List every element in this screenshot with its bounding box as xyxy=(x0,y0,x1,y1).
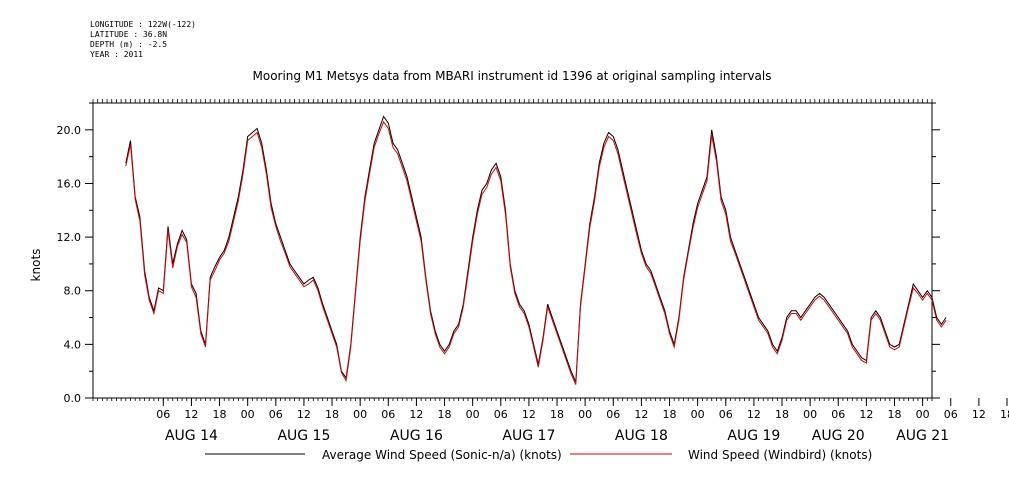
x-day-label: AUG 20 xyxy=(812,428,865,444)
series-line-windbird xyxy=(125,120,947,385)
x-hour-tick-label: 18 xyxy=(1000,408,1009,421)
series-line-sonic xyxy=(125,115,947,383)
y-tick-label: 4.0 xyxy=(64,338,82,351)
x-hour-tick-label: 18 xyxy=(888,408,902,421)
legend-label-sonic: Average Wind Speed (Sonic-n/a) (knots) xyxy=(322,448,562,462)
x-hour-tick-label: 06 xyxy=(719,408,733,421)
x-hour-tick-label: 00 xyxy=(241,408,255,421)
x-hour-tick-label: 18 xyxy=(663,408,677,421)
x-hour-tick-label: 00 xyxy=(466,408,480,421)
x-hour-tick-label: 18 xyxy=(213,408,227,421)
x-hour-tick-label: 00 xyxy=(691,408,705,421)
x-hour-tick-label: 18 xyxy=(438,408,452,421)
x-hour-tick-label: 12 xyxy=(297,408,311,421)
x-hour-tick-label: 12 xyxy=(409,408,423,421)
y-tick-label: 12.0 xyxy=(57,231,82,244)
x-hour-tick-label: 12 xyxy=(747,408,761,421)
metadata-block: LONGITUDE : 122W(-122) LATITUDE : 36.8N … xyxy=(90,20,196,60)
x-day-label: AUG 14 xyxy=(165,428,218,444)
y-tick-label: 16.0 xyxy=(57,177,82,190)
depth-label: DEPTH (m) : -2.5 xyxy=(90,40,168,49)
x-hour-tick-label: 00 xyxy=(578,408,592,421)
x-hour-tick-label: 18 xyxy=(775,408,789,421)
y-tick-label: 0.0 xyxy=(64,392,82,405)
x-hour-tick-label: 00 xyxy=(353,408,367,421)
x-hour-tick-label: 12 xyxy=(184,408,198,421)
legend: Average Wind Speed (Sonic-n/a) (knots) Wi… xyxy=(205,448,872,462)
x-hour-tick-label: 12 xyxy=(972,408,986,421)
x-hour-tick-label: 00 xyxy=(803,408,817,421)
year-label: YEAR : 2011 xyxy=(90,50,143,59)
x-day-label: AUG 17 xyxy=(502,428,555,444)
legend-label-windbird: Wind Speed (Windbird) (knots) xyxy=(688,448,872,462)
x-hour-tick-label: 12 xyxy=(634,408,648,421)
x-day-label: AUG 18 xyxy=(615,428,668,444)
x-hour-tick-label: 06 xyxy=(156,408,170,421)
x-hour-tick-label: 06 xyxy=(269,408,283,421)
x-hour-tick-label: 00 xyxy=(916,408,930,421)
x-day-label: AUG 21 xyxy=(896,428,949,444)
chart-title: Mooring M1 Metsys data from MBARI instru… xyxy=(253,69,772,83)
x-day-label: AUG 15 xyxy=(277,428,330,444)
x-hour-tick-label: 06 xyxy=(944,408,958,421)
x-hour-tick-label: 06 xyxy=(494,408,508,421)
x-hour-tick-label: 12 xyxy=(522,408,536,421)
x-hour-tick-label: 06 xyxy=(831,408,845,421)
x-hour-tick-label: 18 xyxy=(550,408,564,421)
x-hour-tick-label: 06 xyxy=(606,408,620,421)
x-day-label: AUG 16 xyxy=(390,428,443,444)
latitude-label: LATITUDE : 36.8N xyxy=(90,30,168,39)
x-hour-tick-label: 12 xyxy=(859,408,873,421)
x-day-label: AUG 19 xyxy=(727,428,780,444)
x-hour-tick-label: 06 xyxy=(381,408,395,421)
plot-frame xyxy=(92,102,933,399)
y-tick-label: 20.0 xyxy=(57,124,82,137)
longitude-label: LONGITUDE : 122W(-122) xyxy=(90,20,196,29)
y-axis-label: knots xyxy=(29,249,43,282)
x-hour-tick-label: 18 xyxy=(325,408,339,421)
y-tick-label: 8.0 xyxy=(64,285,82,298)
